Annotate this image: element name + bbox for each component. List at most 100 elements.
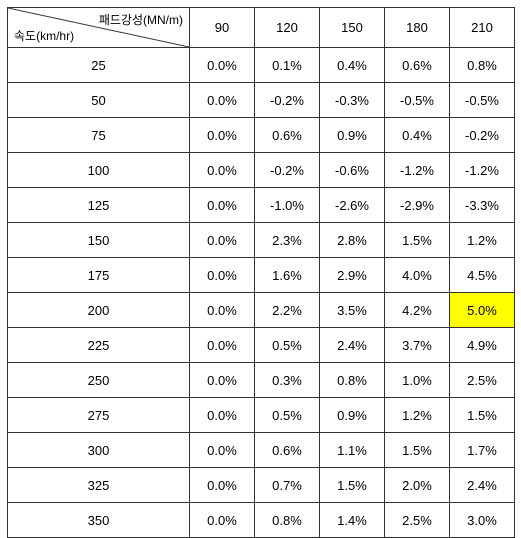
data-cell: -0.2%: [255, 153, 320, 188]
data-cell: 0.1%: [255, 48, 320, 83]
data-cell: -0.5%: [385, 83, 450, 118]
table-row: 2500.0%0.3%0.8%1.0%2.5%: [8, 363, 515, 398]
data-cell: 4.2%: [385, 293, 450, 328]
data-cell: 0.4%: [385, 118, 450, 153]
row-label: 325: [8, 468, 190, 503]
data-cell: 0.0%: [190, 258, 255, 293]
data-cell: 4.5%: [450, 258, 515, 293]
data-cell: 3.0%: [450, 503, 515, 538]
data-cell: 1.0%: [385, 363, 450, 398]
col-header: 120: [255, 8, 320, 48]
data-cell: 0.3%: [255, 363, 320, 398]
data-cell: 0.0%: [190, 48, 255, 83]
table-row: 2750.0%0.5%0.9%1.2%1.5%: [8, 398, 515, 433]
data-cell: 0.0%: [190, 503, 255, 538]
data-cell: 0.6%: [255, 118, 320, 153]
data-cell: 0.0%: [190, 153, 255, 188]
data-cell: -1.2%: [385, 153, 450, 188]
col-header: 180: [385, 8, 450, 48]
data-cell: 2.2%: [255, 293, 320, 328]
table-row: 1250.0%-1.0%-2.6%-2.9%-3.3%: [8, 188, 515, 223]
row-label: 200: [8, 293, 190, 328]
data-cell: 0.8%: [255, 503, 320, 538]
data-cell: 4.0%: [385, 258, 450, 293]
data-cell: 0.8%: [450, 48, 515, 83]
col-header: 90: [190, 8, 255, 48]
row-label: 125: [8, 188, 190, 223]
data-cell: 1.5%: [385, 433, 450, 468]
data-cell: 3.7%: [385, 328, 450, 363]
data-cell: 1.2%: [450, 223, 515, 258]
data-cell: 0.9%: [320, 398, 385, 433]
row-label: 300: [8, 433, 190, 468]
diagonal-header: 패드강성(MN/m) 속도(km/hr): [8, 8, 190, 48]
data-cell: 1.7%: [450, 433, 515, 468]
data-cell: -2.9%: [385, 188, 450, 223]
data-cell: 1.5%: [385, 223, 450, 258]
data-cell: -0.6%: [320, 153, 385, 188]
data-cell: 0.0%: [190, 398, 255, 433]
data-cell: 2.5%: [385, 503, 450, 538]
data-cell: 0.0%: [190, 188, 255, 223]
data-cell: 0.6%: [255, 433, 320, 468]
header-row: 패드강성(MN/m) 속도(km/hr) 90120150180210: [8, 8, 515, 48]
data-cell: -1.2%: [450, 153, 515, 188]
table-row: 2250.0%0.5%2.4%3.7%4.9%: [8, 328, 515, 363]
table-row: 3250.0%0.7%1.5%2.0%2.4%: [8, 468, 515, 503]
row-label: 175: [8, 258, 190, 293]
data-cell: 0.0%: [190, 83, 255, 118]
row-label: 25: [8, 48, 190, 83]
data-cell: 1.5%: [450, 398, 515, 433]
data-cell: 0.0%: [190, 293, 255, 328]
data-cell: 0.7%: [255, 468, 320, 503]
diagonal-top-label: 패드강성(MN/m): [99, 11, 183, 28]
data-cell: 0.8%: [320, 363, 385, 398]
data-cell: 0.5%: [255, 398, 320, 433]
data-cell: 2.3%: [255, 223, 320, 258]
table-row: 1750.0%1.6%2.9%4.0%4.5%: [8, 258, 515, 293]
row-label: 225: [8, 328, 190, 363]
data-cell: -0.2%: [255, 83, 320, 118]
row-label: 50: [8, 83, 190, 118]
data-cell: 0.0%: [190, 433, 255, 468]
col-header: 150: [320, 8, 385, 48]
data-cell: -0.5%: [450, 83, 515, 118]
data-cell: 0.5%: [255, 328, 320, 363]
diagonal-bottom-label: 속도(km/hr): [14, 27, 74, 44]
data-cell: 0.0%: [190, 468, 255, 503]
table-row: 250.0%0.1%0.4%0.6%0.8%: [8, 48, 515, 83]
data-cell: 0.0%: [190, 363, 255, 398]
table-row: 1000.0%-0.2%-0.6%-1.2%-1.2%: [8, 153, 515, 188]
col-header: 210: [450, 8, 515, 48]
data-cell: -1.0%: [255, 188, 320, 223]
row-label: 250: [8, 363, 190, 398]
data-cell: 0.0%: [190, 328, 255, 363]
data-cell: 1.2%: [385, 398, 450, 433]
table-row: 1500.0%2.3%2.8%1.5%1.2%: [8, 223, 515, 258]
data-cell: 1.4%: [320, 503, 385, 538]
data-cell: 0.0%: [190, 223, 255, 258]
row-label: 75: [8, 118, 190, 153]
data-cell: 0.4%: [320, 48, 385, 83]
table-body: 250.0%0.1%0.4%0.6%0.8%500.0%-0.2%-0.3%-0…: [8, 48, 515, 538]
data-cell: 1.5%: [320, 468, 385, 503]
data-cell: -2.6%: [320, 188, 385, 223]
data-table: 패드강성(MN/m) 속도(km/hr) 90120150180210 250.…: [7, 7, 515, 538]
row-label: 150: [8, 223, 190, 258]
table-row: 3500.0%0.8%1.4%2.5%3.0%: [8, 503, 515, 538]
data-cell: 2.4%: [320, 328, 385, 363]
row-label: 100: [8, 153, 190, 188]
table-row: 500.0%-0.2%-0.3%-0.5%-0.5%: [8, 83, 515, 118]
data-cell: 2.4%: [450, 468, 515, 503]
data-cell: -0.2%: [450, 118, 515, 153]
data-cell: 2.9%: [320, 258, 385, 293]
data-cell: -3.3%: [450, 188, 515, 223]
row-label: 275: [8, 398, 190, 433]
data-cell: 2.8%: [320, 223, 385, 258]
row-label: 350: [8, 503, 190, 538]
data-cell: 1.1%: [320, 433, 385, 468]
data-cell: 2.5%: [450, 363, 515, 398]
data-cell: 0.0%: [190, 118, 255, 153]
data-cell: 0.6%: [385, 48, 450, 83]
table-row: 750.0%0.6%0.9%0.4%-0.2%: [8, 118, 515, 153]
